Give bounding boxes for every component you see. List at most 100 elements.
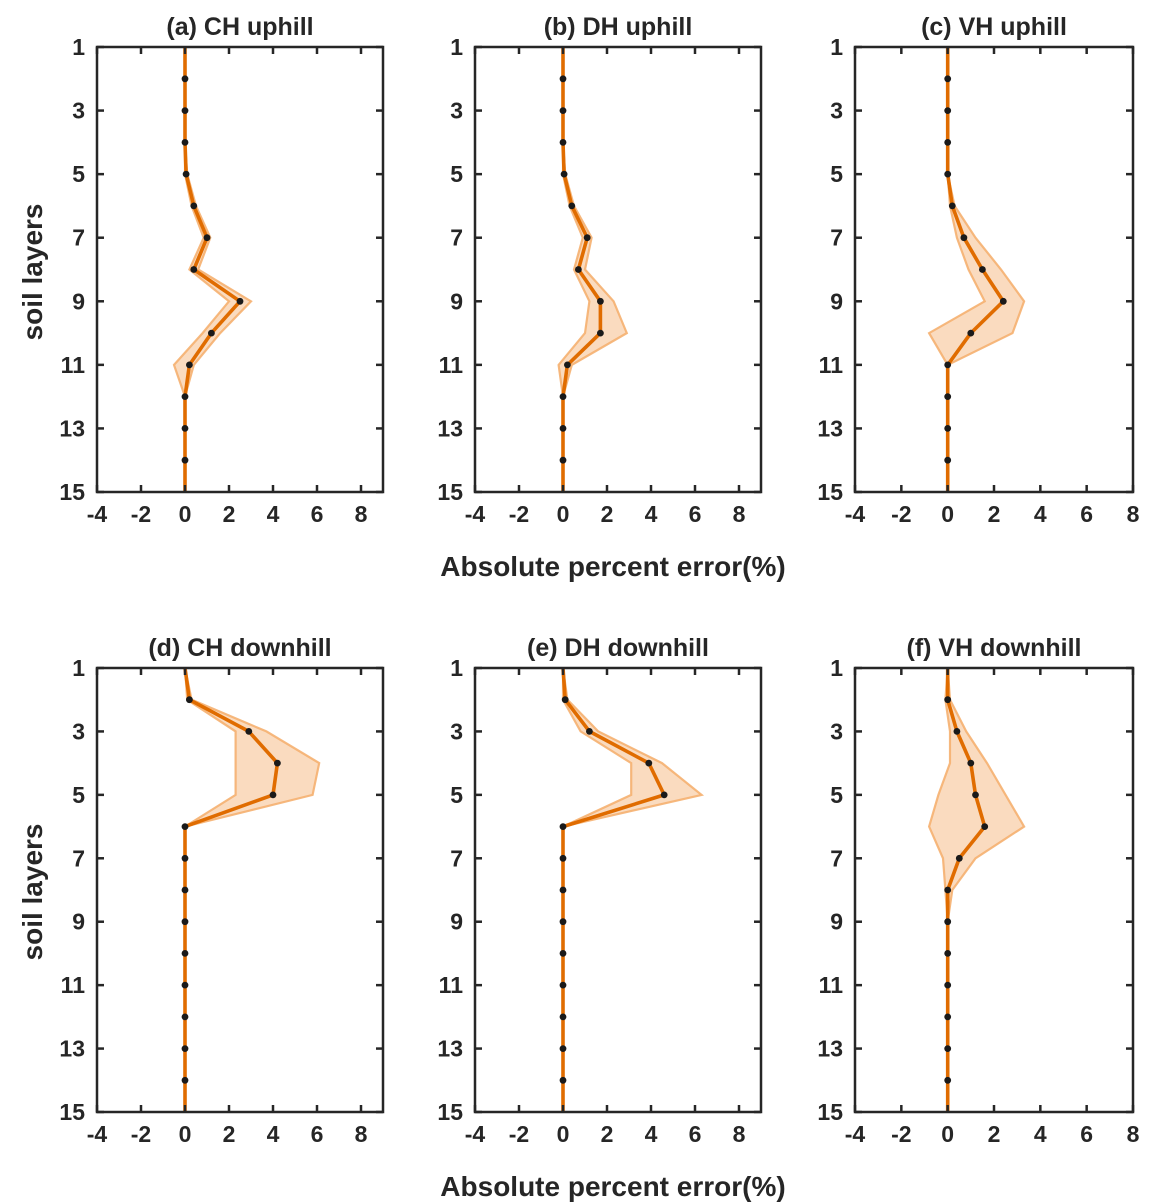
y-tick-label: 7 [450,845,463,871]
x-tick-label: -4 [87,501,108,527]
x-tick-label: 6 [689,501,702,527]
y-tick-label: 1 [450,655,463,681]
y-tick-label: 11 [439,972,464,998]
y-tick-label: 15 [437,479,463,505]
x-tick-label: 2 [601,1121,614,1147]
data-point [181,393,189,400]
x-tick-label: -2 [891,501,911,527]
data-point [559,456,567,464]
axes-frame [95,45,385,494]
chart-title: (a) CH uphill [166,13,313,41]
data-point [944,886,952,894]
data-point [203,234,211,242]
data-point [981,823,989,830]
y-tick-label: 5 [450,782,463,808]
data-point [559,107,567,114]
data-point [559,139,567,146]
data-point [944,1076,952,1084]
x-tick-label: 4 [645,501,658,527]
data-point [999,297,1007,305]
x-tick-label: 2 [223,501,236,527]
x-tick-label: -4 [465,501,486,527]
data-point [181,1076,189,1084]
y-tick-label: 9 [450,909,463,935]
chart-title: (d) CH downhill [148,634,331,662]
y-tick-label: 9 [830,288,843,314]
uncertainty-band [927,667,1026,1112]
data-point [181,823,189,830]
x-tick-label: 2 [223,1121,236,1147]
uncertainty-band [183,667,321,1112]
x-tick-label: 6 [689,1121,702,1147]
data-point [645,759,653,767]
data-point [586,728,593,735]
data-point [190,202,198,210]
data-point [559,886,567,894]
data-point [953,728,961,735]
chart-title: (e) DH downhill [527,634,709,662]
chart-title: (c) VH uphill [921,13,1067,41]
x-tick-label: 4 [645,1121,658,1147]
data-point [944,361,952,369]
x-tick-label: 0 [179,1121,192,1147]
x-tick-label: 6 [1080,1121,1093,1147]
data-point [575,266,582,273]
y-tick-label: 5 [72,782,85,808]
y-tick-label: 9 [830,909,843,935]
uncertainty-band [561,667,705,1112]
data-point [181,1045,189,1052]
x-axis-label-top: Absolute percent error(%) [440,551,785,582]
data-point [181,950,189,957]
y-tick-label: 3 [830,98,843,124]
x-tick-label: 8 [1127,1121,1140,1147]
y-tick-label: 13 [437,1036,463,1062]
data-point [972,791,979,799]
data-point [186,361,193,369]
series-line [561,667,667,1112]
data-point [559,75,567,83]
x-tick-label: 8 [355,1121,368,1147]
x-tick-label: 8 [355,501,368,527]
data-point [955,854,963,862]
x-tick-label: 4 [1034,1121,1047,1147]
y-tick-label: 3 [72,718,85,744]
x-tick-label: 8 [1127,501,1140,527]
x-tick-label: 0 [941,501,954,527]
data-point [181,139,189,146]
y-axis-label-top: soil layers [17,204,48,341]
y-tick-label: 15 [59,1099,85,1125]
x-tick-label: -2 [891,1121,911,1147]
data-point [190,266,198,273]
x-tick-label: -2 [131,1121,151,1147]
x-tick-label: 4 [1034,501,1047,527]
data-point [181,918,189,926]
y-tick-label: 15 [817,1099,843,1125]
x-tick-label: 2 [988,1121,1001,1147]
data-point [944,950,952,957]
y-tick-label: 1 [830,655,843,681]
data-point [944,696,952,704]
data-point [944,393,952,400]
data-point [564,361,571,369]
data-point [944,456,952,464]
x-tick-label: -2 [509,1121,529,1147]
data-point [181,981,189,989]
data-point [274,759,281,767]
y-tick-label: 13 [59,415,85,441]
data-point [944,1045,952,1052]
y-tick-label: 5 [72,161,85,187]
y-tick-label: 11 [439,352,464,378]
data-point [559,393,567,400]
data-point [979,266,986,273]
data-point [559,1045,567,1052]
x-tick-label: 2 [601,501,614,527]
data-point [583,234,591,242]
data-point [186,696,193,704]
y-tick-label: 1 [450,34,463,60]
y-tick-label: 11 [819,972,844,998]
